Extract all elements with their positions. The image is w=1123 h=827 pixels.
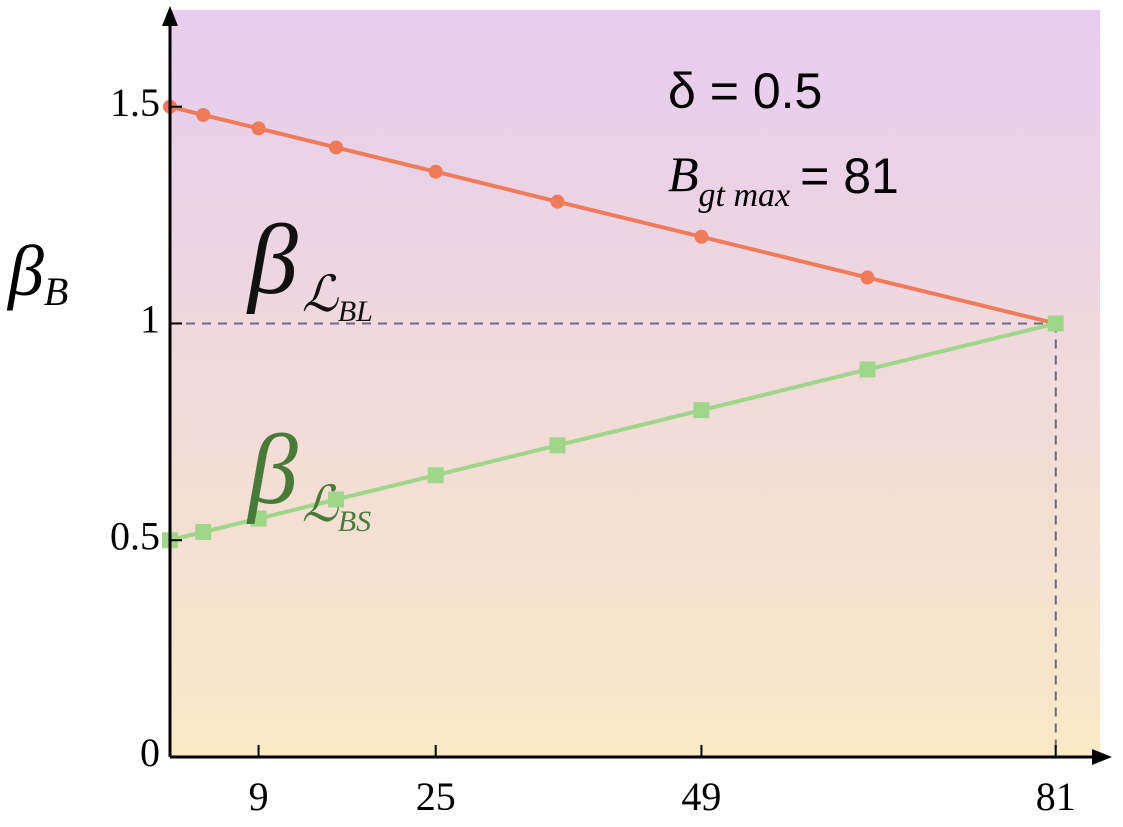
- annotation: Bgt max = 81: [668, 146, 899, 213]
- marker: [195, 523, 212, 540]
- marker: [550, 194, 565, 209]
- marker: [250, 510, 267, 527]
- series-label: βℒBS: [246, 414, 371, 538]
- series-label-main: β: [246, 414, 298, 525]
- x-tick-label: 81: [1036, 774, 1076, 819]
- y-tick-label: 1.5: [110, 80, 160, 125]
- x-tick-label: 25: [416, 774, 456, 819]
- x-axis-arrow: [1092, 749, 1112, 765]
- marker: [328, 491, 345, 508]
- marker: [860, 270, 875, 285]
- plot-background: [170, 10, 1100, 757]
- marker: [859, 361, 876, 378]
- series-label-subsub: BS: [338, 505, 371, 538]
- marker: [693, 402, 710, 419]
- y-axis-label: βB: [6, 231, 68, 315]
- marker: [549, 437, 566, 454]
- annotation-text: B: [668, 146, 699, 202]
- marker: [251, 121, 266, 136]
- marker: [694, 229, 709, 244]
- x-tick-label: 9: [249, 774, 269, 819]
- annotation-text: δ = 0.5: [668, 63, 822, 119]
- annotation-sub: gt max: [699, 177, 791, 214]
- plot: [162, 99, 1064, 757]
- y-tick-label: 0.5: [110, 513, 160, 558]
- y-label-main: β: [6, 231, 44, 311]
- series-label-main: β: [246, 204, 298, 315]
- annotation: δ = 0.5: [668, 63, 822, 119]
- series-label: βℒBL: [246, 204, 373, 328]
- marker: [196, 107, 211, 122]
- annotation-text: = 81: [800, 148, 899, 204]
- y-tick-label: 0: [140, 730, 160, 775]
- series-label-sub: ℒ: [302, 476, 339, 532]
- x-tick-label: 49: [681, 774, 721, 819]
- marker: [1047, 315, 1064, 332]
- marker: [427, 467, 444, 484]
- marker: [329, 140, 344, 155]
- y-tick-label: 1: [140, 297, 160, 342]
- series-label-subsub: BL: [338, 295, 373, 328]
- series-label-sub: ℒ: [302, 266, 339, 322]
- y-label-sub: B: [44, 269, 68, 314]
- y-axis-arrow: [162, 6, 178, 26]
- marker: [428, 164, 443, 179]
